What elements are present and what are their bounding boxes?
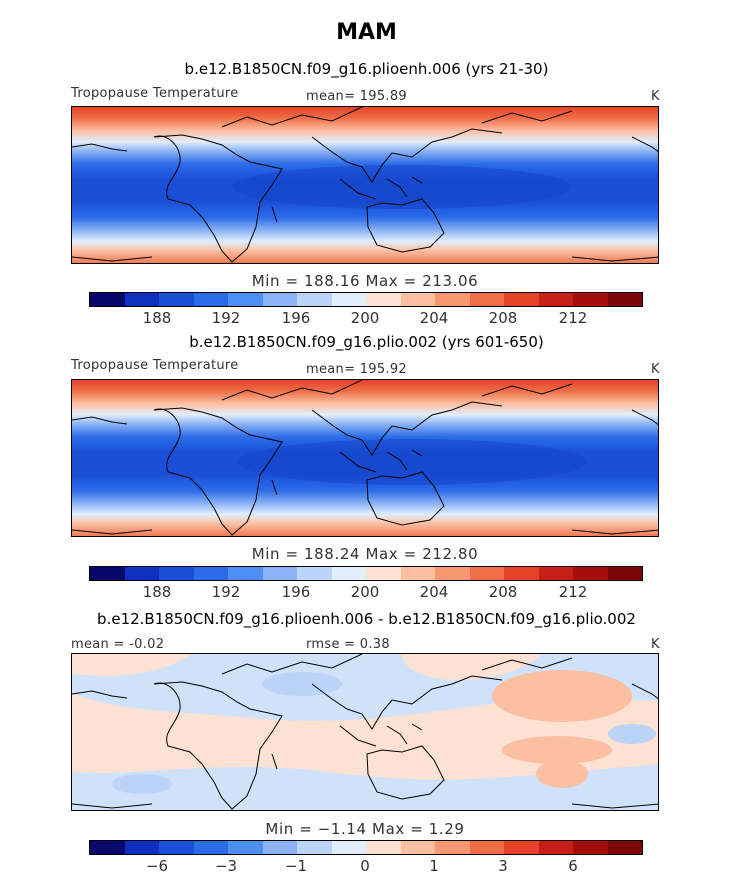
panel-2-coastlines <box>72 380 658 536</box>
colorbar-swatch <box>331 841 366 854</box>
panel-3-tick-label: −6 <box>145 857 169 875</box>
panel-1-map <box>71 106 659 264</box>
colorbar-swatch <box>607 293 642 306</box>
colorbar-swatch <box>573 293 608 306</box>
panel-2-variable-label: Tropopause Temperature <box>71 358 239 373</box>
panel-3-colorbar-ticks: −6 −3 −1 0 1 3 6 <box>89 857 643 877</box>
panel-2-tick-label: 212 <box>558 583 588 601</box>
colorbar-swatch <box>573 567 608 580</box>
panel-2-colorbar-ticks: 188 192 196 200 204 208 212 <box>89 583 643 603</box>
panel-2-map <box>71 379 659 537</box>
colorbar-swatch <box>124 567 159 580</box>
panel-1-coastlines <box>72 107 658 263</box>
panel-3-map <box>71 653 659 811</box>
colorbar-swatch <box>124 841 159 854</box>
panel-2-minmax: Min = 188.24 Max = 212.80 <box>251 545 479 563</box>
panel-1-tick-label: 208 <box>488 309 518 327</box>
panel-1-mean-label: mean= 195.89 <box>306 89 407 104</box>
colorbar-swatch <box>159 293 194 306</box>
panel-1-tick-label: 188 <box>142 309 172 327</box>
panel-1-variable-label: Tropopause Temperature <box>71 86 239 101</box>
panel-1-tick-label: 212 <box>558 309 588 327</box>
panel-1-tick-label: 196 <box>281 309 311 327</box>
colorbar-swatch <box>228 567 263 580</box>
panel-3-tick-label: 1 <box>429 857 439 875</box>
colorbar-swatch <box>504 567 539 580</box>
colorbar-swatch <box>435 841 470 854</box>
colorbar-swatch <box>469 567 504 580</box>
panel-3-rmse-label: rmse = 0.38 <box>306 637 390 652</box>
panel-2-tick-label: 204 <box>419 583 449 601</box>
panel-2-subtitle: b.e12.B1850CN.f09_g16.plio.002 (yrs 601-… <box>189 333 544 351</box>
colorbar-swatch <box>504 841 539 854</box>
colorbar-swatch <box>400 841 435 854</box>
panel-1-tick-label: 192 <box>211 309 241 327</box>
colorbar-swatch <box>607 567 642 580</box>
colorbar-swatch <box>90 293 125 306</box>
colorbar-swatch <box>573 841 608 854</box>
panel-2-tick-label: 192 <box>211 583 241 601</box>
panel-2-mean-label: mean= 195.92 <box>306 362 407 377</box>
colorbar-swatch <box>228 841 263 854</box>
colorbar-swatch <box>331 567 366 580</box>
figure-title: MAM <box>336 20 397 45</box>
colorbar-swatch <box>262 567 297 580</box>
colorbar-swatch <box>435 567 470 580</box>
colorbar-swatch <box>193 567 228 580</box>
colorbar-swatch <box>228 293 263 306</box>
panel-3-tick-label: 0 <box>360 857 370 875</box>
panel-1-colorbar-ticks: 188 192 196 200 204 208 212 <box>89 309 643 329</box>
panel-3-tick-label: 3 <box>498 857 508 875</box>
colorbar-swatch <box>366 293 401 306</box>
colorbar-swatch <box>435 293 470 306</box>
colorbar-swatch <box>124 293 159 306</box>
panel-2-colorbar <box>89 566 643 581</box>
panel-1-units-label: K <box>651 89 660 104</box>
colorbar-swatch <box>538 841 573 854</box>
colorbar-swatch <box>159 567 194 580</box>
colorbar-swatch <box>607 841 642 854</box>
panel-3-units-label: K <box>651 637 660 652</box>
colorbar-swatch <box>297 293 332 306</box>
colorbar-swatch <box>366 567 401 580</box>
panel-2-units-label: K <box>651 362 660 377</box>
colorbar-swatch <box>469 293 504 306</box>
panel-2-tick-label: 188 <box>142 583 172 601</box>
panel-1-minmax: Min = 188.16 Max = 213.06 <box>251 272 479 290</box>
colorbar-swatch <box>400 567 435 580</box>
panel-1-tick-label: 204 <box>419 309 449 327</box>
panel-3-colorbar <box>89 840 643 855</box>
colorbar-swatch <box>469 841 504 854</box>
colorbar-swatch <box>262 841 297 854</box>
panel-1-subtitle: b.e12.B1850CN.f09_g16.plioenh.006 (yrs 2… <box>184 60 549 78</box>
colorbar-swatch <box>90 567 125 580</box>
colorbar-swatch <box>297 841 332 854</box>
panel-2-tick-label: 196 <box>281 583 311 601</box>
colorbar-swatch <box>366 841 401 854</box>
colorbar-swatch <box>297 567 332 580</box>
panel-3-coastlines <box>72 654 658 810</box>
colorbar-swatch <box>504 293 539 306</box>
panel-1-colorbar <box>89 292 643 307</box>
colorbar-swatch <box>90 841 125 854</box>
colorbar-swatch <box>400 293 435 306</box>
panel-3-mean-label: mean = -0.02 <box>71 637 165 652</box>
colorbar-swatch <box>193 293 228 306</box>
panel-1-tick-label: 200 <box>350 309 380 327</box>
panel-3-minmax: Min = −1.14 Max = 1.29 <box>265 820 465 838</box>
colorbar-swatch <box>331 293 366 306</box>
panel-2-tick-label: 208 <box>488 583 518 601</box>
colorbar-swatch <box>538 567 573 580</box>
colorbar-swatch <box>193 841 228 854</box>
panel-3-tick-label: −3 <box>214 857 238 875</box>
colorbar-swatch <box>159 841 194 854</box>
panel-3-tick-label: −1 <box>284 857 308 875</box>
colorbar-swatch <box>538 293 573 306</box>
colorbar-swatch <box>262 293 297 306</box>
panel-3-subtitle: b.e12.B1850CN.f09_g16.plioenh.006 - b.e1… <box>97 610 636 628</box>
panel-3-tick-label: 6 <box>568 857 578 875</box>
panel-2-tick-label: 200 <box>350 583 380 601</box>
